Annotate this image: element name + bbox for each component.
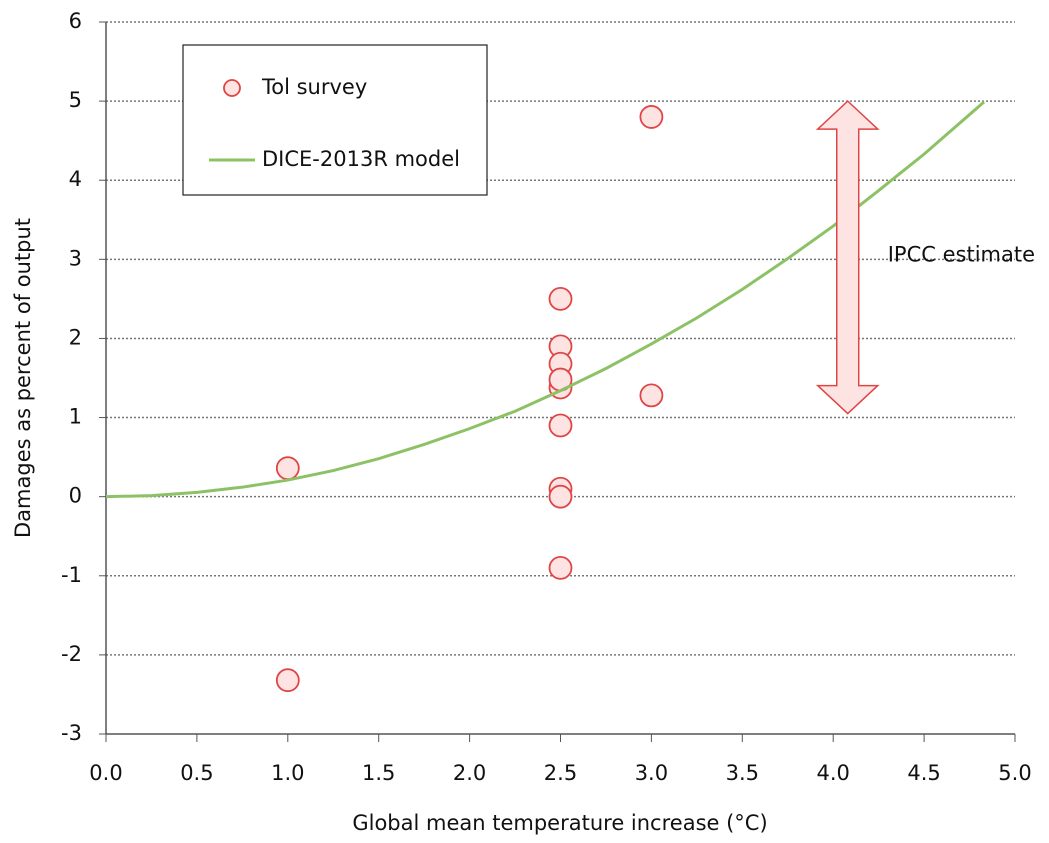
x-tick-label: 4.0	[816, 761, 849, 785]
legend-marker	[223, 79, 241, 97]
annotation: IPCC estimate	[888, 242, 1035, 266]
x-tick-label: 3.0	[635, 761, 668, 785]
y-tick-label: -3	[61, 721, 82, 745]
survey-point	[548, 484, 573, 509]
y-tick-label: 1	[69, 405, 82, 429]
survey-point	[548, 555, 573, 580]
model-line	[105, 100, 986, 499]
y-tick-label: 3	[69, 246, 82, 270]
legend-box	[182, 44, 488, 196]
x-tick-label: 2.0	[453, 761, 486, 785]
x-tick-label: 2.5	[544, 761, 577, 785]
y-tick-label: -2	[61, 642, 82, 666]
x-tick-label: 1.0	[271, 761, 304, 785]
x-tick-label: 5.0	[998, 761, 1031, 785]
survey-point	[639, 105, 664, 129]
y-tick-label: -1	[61, 563, 82, 587]
x-tick-label: 0.0	[89, 761, 122, 785]
range-arrow	[815, 100, 880, 415]
x-tick-label: 4.5	[907, 761, 940, 785]
x-tick-label: 1.5	[362, 761, 395, 785]
survey-point	[275, 456, 300, 481]
survey-point	[548, 413, 573, 438]
legend-label: DICE-2013R model	[262, 147, 460, 171]
survey-point	[639, 383, 664, 408]
x-tick-label: 3.5	[726, 761, 759, 785]
survey-point	[275, 668, 300, 693]
survey-point	[548, 286, 573, 311]
y-tick-label: 6	[69, 9, 82, 33]
y-tick-label: 4	[69, 167, 82, 191]
y-tick-label: 2	[69, 325, 82, 349]
x-tick-label: 0.5	[180, 761, 213, 785]
y-tick-label: 5	[69, 88, 82, 112]
legend-label: Tol survey	[261, 75, 367, 99]
y-axis-label: Damages as percent of output	[11, 218, 35, 538]
x-axis-label: Global mean temperature increase (°C)	[352, 811, 767, 835]
y-tick-label: 0	[69, 484, 82, 508]
